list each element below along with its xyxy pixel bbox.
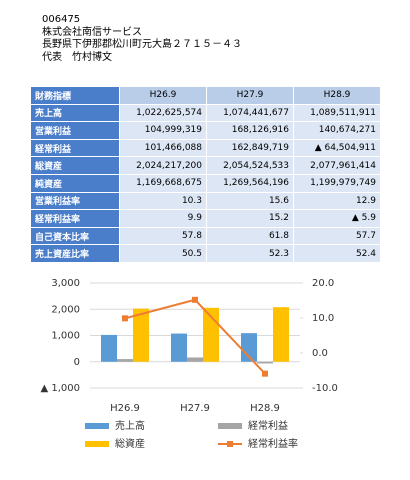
y2-tick-label: 0.0: [312, 348, 328, 359]
address: 長野県下伊那郡松川町元大島２７１５－４３: [42, 39, 242, 50]
bar: [241, 333, 257, 362]
x-tick-label: H28.9: [250, 403, 280, 414]
cell: 9.9: [119, 209, 207, 228]
chart: ▲ 1,000 0 1,000 2,000 3,000 -10.0 0.0 10.0 20.0 H…: [41, 278, 338, 450]
legend-marker: [227, 441, 233, 447]
cell: 1,169,668,675: [119, 173, 207, 193]
y2-tick-label: 20.0: [312, 278, 334, 289]
table-row: 営業利益率 10.3 15.6 12.9: [30, 191, 381, 211]
cell: 10.3: [119, 191, 207, 211]
cell: 1,199,979,749: [293, 173, 381, 193]
cell: 15.6: [206, 191, 294, 211]
cell: 140,674,271: [293, 121, 381, 140]
table-row: 経常利益率 9.9 15.2 ▲ 5.9: [30, 209, 381, 228]
table-row: 総資産 2,024,217,200 2,054,524,533 2,077,961,4…: [30, 156, 381, 175]
y2-tick-label: 10.0: [312, 313, 334, 324]
y-tick-label: 2,000: [51, 304, 80, 315]
row-label: 財務指標: [30, 86, 120, 105]
row-label: 自己資本比率: [30, 226, 120, 246]
line-marker: [122, 315, 128, 322]
cell: 2,024,217,200: [119, 156, 207, 175]
row-label: 総資産: [30, 156, 120, 175]
x-tick-label: H27.9: [180, 403, 210, 414]
row-label: 売上資産比率: [30, 244, 120, 263]
table-row: 経常利益 101,466,088 162,849,719 ▲ 64,504,911: [30, 138, 381, 158]
x-tick-label: H26.9: [110, 403, 140, 414]
company-info: 006475 株式会社南信サービス 長野県下伊那郡松川町元大島２７１５－４３ 代…: [42, 14, 242, 64]
table-row: 純資産 1,169,668,675 1,269,564,196 1,199,979,7…: [30, 173, 381, 193]
line-marker: [192, 296, 198, 303]
legend-swatch: [85, 423, 109, 429]
cell: 168,126,916: [206, 121, 294, 140]
legend-swatch: [218, 423, 242, 429]
row-label: 営業利益率: [30, 191, 120, 211]
legend-swatch: [85, 441, 109, 447]
legend-label: 経常利益: [248, 419, 288, 432]
cell: 2,054,524,533: [206, 156, 294, 175]
table-row: 自己資本比率 57.8 61.8 57.7: [30, 226, 381, 246]
row-label: 純資産: [30, 173, 120, 193]
bar: [171, 333, 187, 362]
line-marker: [262, 370, 268, 377]
cell: 12.9: [293, 191, 381, 211]
y-tick-label: ▲ 1,000: [41, 383, 81, 394]
cell: 1,074,441,677: [206, 103, 294, 123]
bar: [273, 307, 289, 362]
cell: 1,022,625,574: [119, 103, 207, 123]
code: 006475: [42, 14, 81, 25]
bar: [187, 357, 203, 362]
cell: 1,269,564,196: [206, 173, 294, 193]
bar: [257, 361, 273, 364]
row-label: 経常利益率: [30, 209, 120, 228]
row-label: 経常利益: [30, 138, 120, 158]
table-row: 売上高 1,022,625,574 1,074,441,677 1,089,511,9…: [30, 103, 381, 123]
financial-table: 財務指標 H26.9 H27.9 H28.9 売上高 1,022,625,574 1,074…: [30, 86, 381, 263]
row-label: 営業利益: [30, 121, 120, 140]
cell: 2,077,961,414: [293, 156, 381, 175]
table-row: 財務指標 H26.9 H27.9 H28.9: [30, 86, 381, 105]
cell: 57.8: [119, 226, 207, 246]
row-label: 売上高: [30, 103, 120, 123]
y-tick-label: 3,000: [51, 278, 80, 289]
cell: 52.4: [293, 244, 381, 263]
cell: 101,466,088: [119, 138, 207, 158]
y-tick-label: 1,000: [51, 331, 80, 342]
cell: H28.9: [293, 86, 381, 105]
cell: ▲ 5.9: [293, 209, 381, 228]
cell: 61.8: [206, 226, 294, 246]
cell: ▲ 64,504,911: [293, 138, 381, 158]
cell: 50.5: [119, 244, 207, 263]
table-row: 営業利益 104,999,319 168,126,916 140,674,271: [30, 121, 381, 140]
table-row: 売上資産比率 50.5 52.3 52.4: [30, 244, 381, 263]
cell: H26.9: [119, 86, 207, 105]
legend-label: 総資産: [115, 437, 145, 450]
company-name: 株式会社南信サービス: [42, 26, 142, 38]
cell: 162,849,719: [206, 138, 294, 158]
cell: 52.3: [206, 244, 294, 263]
representative: 代表 竹村博文: [42, 51, 112, 63]
bar: [117, 359, 133, 362]
y2-tick-label: -10.0: [312, 383, 338, 394]
bar: [133, 308, 149, 362]
legend-label: 売上高: [115, 419, 145, 432]
y-tick-label: 0: [74, 357, 80, 368]
legend-label: 経常利益率: [248, 437, 298, 450]
cell: H27.9: [206, 86, 294, 105]
cell: 104,999,319: [119, 121, 207, 140]
cell: 15.2: [206, 209, 294, 228]
cell: 57.7: [293, 226, 381, 246]
bar: [101, 334, 117, 362]
cell: 1,089,511,911: [293, 103, 381, 123]
